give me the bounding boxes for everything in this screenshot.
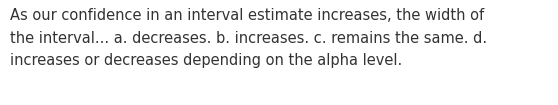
Text: As our confidence in an interval estimate increases, the width of
the interval..: As our confidence in an interval estimat…: [10, 8, 487, 68]
